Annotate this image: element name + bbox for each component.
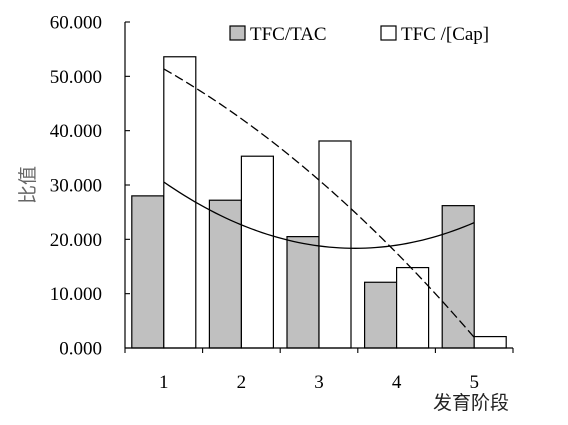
- x-tick-label: 3: [314, 372, 324, 393]
- x-tick-label: 1: [159, 372, 169, 393]
- x-ticks-group: 1 2 3 4 5: [124, 348, 514, 393]
- bar-tfc-tac-4: [364, 281, 398, 349]
- trendline-tfc-cap: [163, 68, 475, 338]
- legend: TFC/TAC TFC /[Cap]: [229, 24, 489, 45]
- y-ticks-group: 0.000 10.000 20.000 30.000 40.000 50.000 60.00…: [50, 13, 130, 360]
- x-tick-label: 2: [237, 372, 247, 393]
- bar-tfc-cap-1: [163, 56, 197, 349]
- bar-tfc-cap-2: [240, 155, 274, 349]
- bar-tfc-cap-5: [473, 335, 507, 349]
- bar-tfc-cap-4: [396, 266, 430, 349]
- y-tick-label: 30.000: [50, 176, 102, 197]
- legend-label-tfc-tac: TFC/TAC: [250, 24, 327, 45]
- x-axis-label: 发育阶段: [433, 392, 509, 414]
- y-axis-label: 比值: [17, 166, 39, 204]
- bars-group: [131, 56, 507, 349]
- y-tick-label: 10.000: [50, 284, 102, 305]
- legend-swatch-tfc-tac: [229, 25, 246, 41]
- bar-tfc-tac-2: [208, 199, 242, 349]
- bar-tfc-tac-1: [131, 195, 165, 349]
- bar-tfc-tac-5: [441, 205, 475, 349]
- trendline-tfc-tac: [163, 181, 475, 249]
- y-tick-label: 50.000: [50, 67, 102, 88]
- y-tick-label: 20.000: [50, 230, 102, 251]
- legend-label-tfc-cap: TFC /[Cap]: [401, 24, 489, 45]
- bar-tfc-tac-3: [286, 236, 320, 349]
- y-tick-label: 0.000: [59, 339, 102, 360]
- x-tick-label: 5: [469, 372, 479, 393]
- y-tick-label: 40.000: [50, 121, 102, 142]
- bar-tfc-cap-3: [318, 140, 352, 349]
- y-tick-label: 60.000: [50, 13, 102, 34]
- legend-swatch-tfc-cap: [380, 25, 397, 41]
- x-tick-label: 4: [392, 372, 402, 393]
- trendlines-group: [163, 68, 475, 338]
